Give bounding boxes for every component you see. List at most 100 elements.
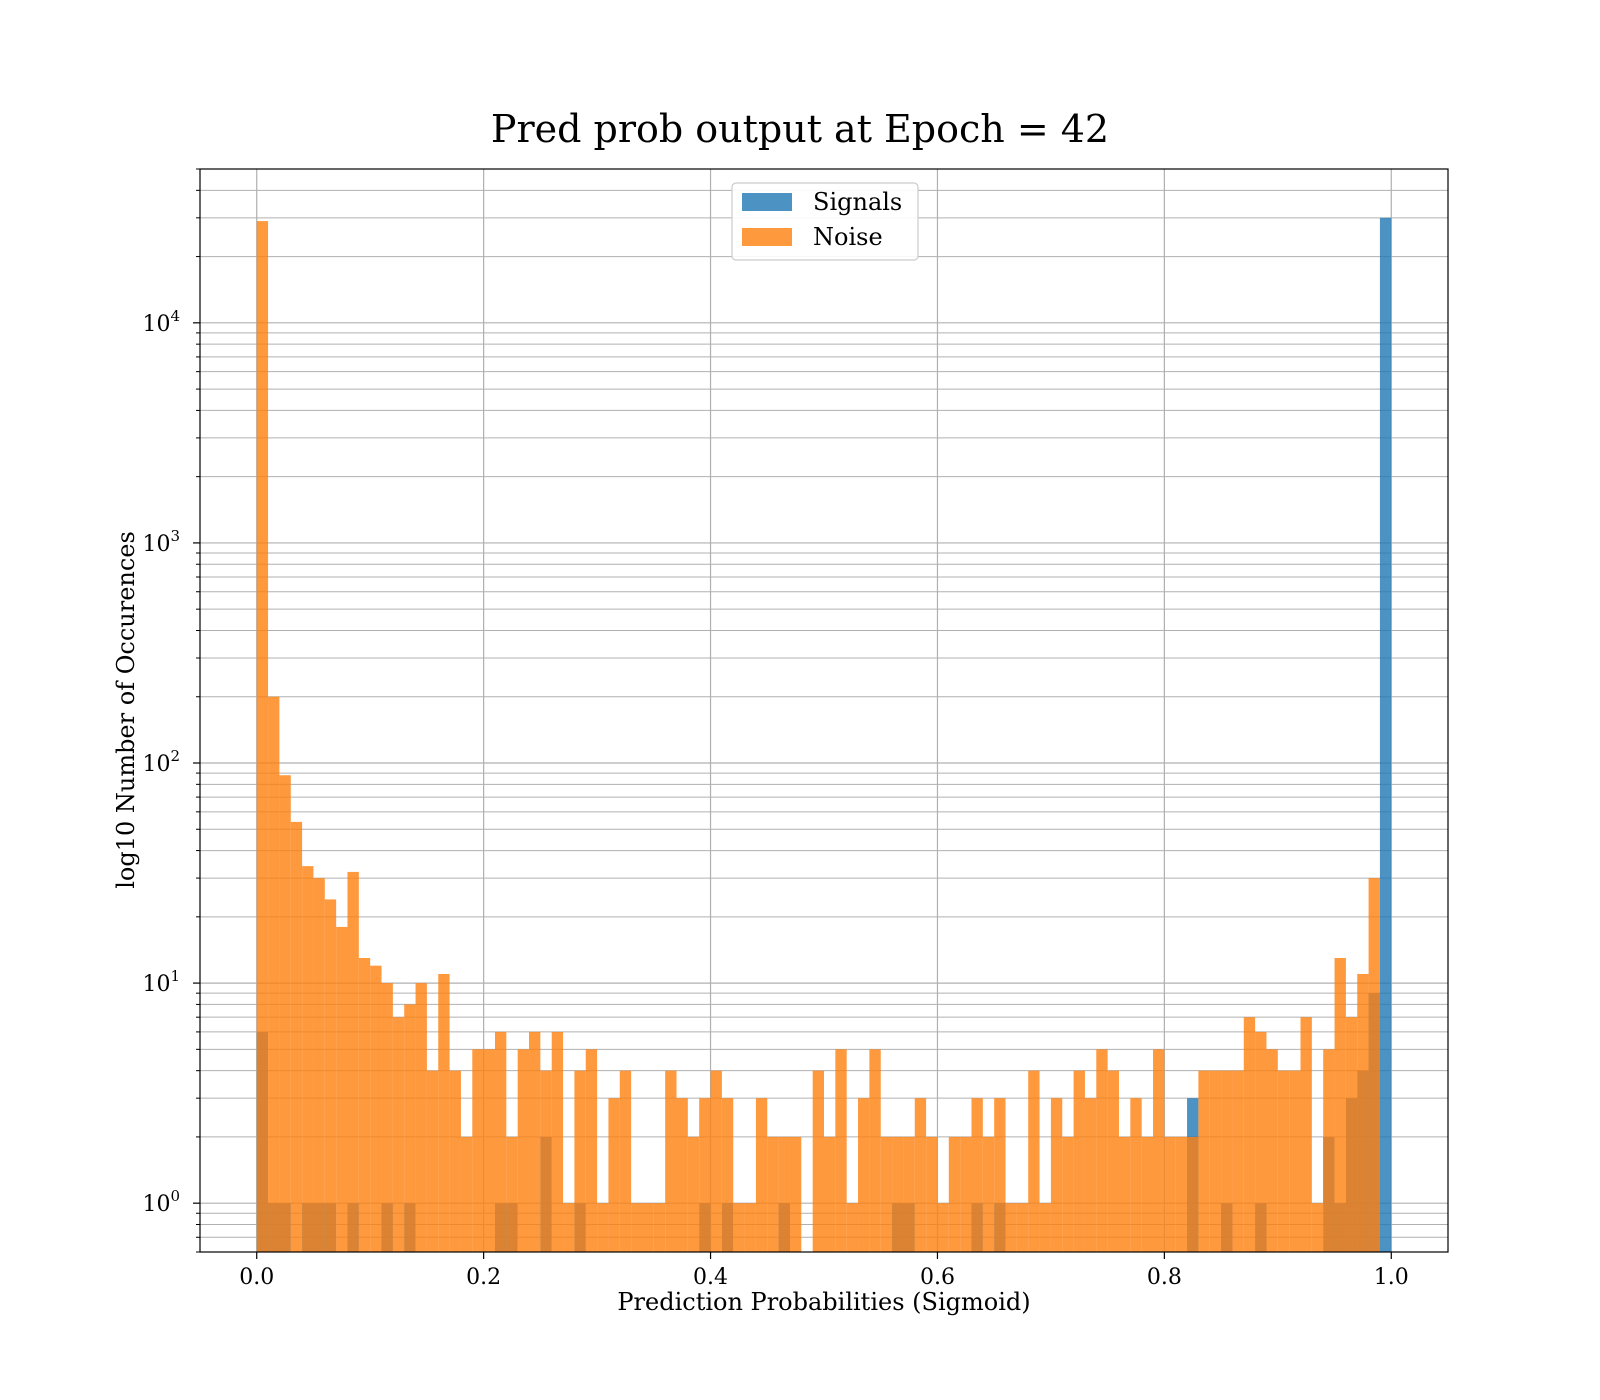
bar-noise-54: [869, 1049, 881, 1252]
bar-noise-87: [1243, 1017, 1256, 1252]
legend: Signals Noise: [731, 182, 919, 261]
x-axis-ticks: 0.0 0.2 0.4 0.6 0.8 1.0: [239, 1252, 1409, 1290]
plot-frame: [199, 168, 1449, 1253]
bar-noise-69: [1039, 1203, 1051, 1252]
bar-noise-40: [710, 1070, 722, 1252]
bar-noise-44: [755, 1098, 768, 1252]
bar-noise-93: [1311, 1203, 1324, 1252]
bar-noise-16: [438, 973, 450, 1252]
bar-noise-33: [631, 1203, 643, 1252]
x-tick-label-2: 0.4: [693, 1265, 728, 1290]
bar-noise-70: [1050, 1098, 1063, 1252]
bar-noise-71: [1062, 1136, 1074, 1252]
bar-noise-17: [449, 1070, 461, 1252]
bar-noise-21: [494, 1031, 507, 1252]
bar-noise-64: [982, 1136, 995, 1252]
bar-noise-30: [597, 1203, 609, 1252]
bar-noise-92: [1300, 1017, 1312, 1252]
bar-noise-38: [687, 1136, 700, 1252]
bar-noise-42: [733, 1203, 745, 1252]
bar-noise-81: [1175, 1136, 1188, 1252]
y-tick-label-3: 103: [142, 527, 180, 557]
bar-noise-24: [529, 1031, 541, 1252]
bar-noise-74: [1096, 1049, 1108, 1252]
bar-noise-52: [846, 1203, 859, 1252]
y-tick-label-1: 101: [142, 967, 180, 997]
x-tick-label-0: 0.0: [239, 1265, 274, 1290]
bar-noise-75: [1107, 1070, 1119, 1252]
bar-noise-88: [1255, 1031, 1267, 1252]
bar-noise-18: [460, 1136, 473, 1252]
bar-noise-58: [914, 1098, 927, 1252]
bar-noise-63: [971, 1098, 983, 1252]
bar-noise-72: [1073, 1070, 1085, 1252]
bar-noise-95: [1334, 958, 1346, 1252]
bar-noise-11: [381, 983, 393, 1252]
chart-title: Pred prob output at Epoch = 42: [491, 107, 1109, 151]
x-tick-label-5: 1.0: [1374, 1265, 1409, 1290]
bar-noise-37: [676, 1098, 688, 1252]
bar-noise-83: [1198, 1070, 1210, 1252]
bar-noise-35: [653, 1203, 666, 1252]
bar-noise-59: [926, 1136, 938, 1252]
x-tick-label-1: 0.2: [466, 1265, 501, 1290]
bar-noise-19: [472, 1049, 484, 1252]
bar-noise-79: [1153, 1049, 1165, 1252]
bar-noise-97: [1357, 973, 1369, 1252]
bar-noise-5: [313, 878, 325, 1252]
legend-label-noise: Noise: [813, 223, 883, 251]
x-tick-label-3: 0.6: [920, 1265, 955, 1290]
legend-swatch-noise: [742, 228, 792, 246]
bar-noise-80: [1164, 1136, 1176, 1252]
bar-noise-53: [858, 1098, 870, 1252]
bar-noise-46: [778, 1136, 790, 1252]
bar-noise-73: [1084, 1098, 1097, 1252]
bar-noise-91: [1289, 1070, 1301, 1252]
bar-noise-57: [903, 1136, 915, 1252]
bar-noise-39: [699, 1098, 711, 1252]
y-axis-label: log10 Number of Occurences: [112, 531, 140, 889]
bar-noise-31: [608, 1098, 620, 1252]
bar-noise-25: [540, 1070, 552, 1252]
bar-noise-77: [1130, 1098, 1142, 1252]
bar-noise-26: [551, 1031, 564, 1252]
bar-noise-13: [404, 1004, 416, 1252]
bar-noise-34: [642, 1203, 654, 1252]
y-tick-label-2: 102: [142, 747, 180, 777]
bar-noise-29: [585, 1049, 598, 1252]
bar-noise-10: [370, 965, 382, 1252]
bar-noise-60: [937, 1203, 949, 1252]
bar-noise-45: [767, 1136, 779, 1252]
bar-noise-62: [960, 1136, 972, 1252]
bar-noise-22: [506, 1136, 518, 1252]
bar-noise-12: [392, 1017, 405, 1252]
bar-noise-56: [892, 1136, 904, 1252]
bar-noise-1: [268, 696, 280, 1252]
bar-noise-23: [517, 1049, 530, 1252]
bar-noise-94: [1323, 1049, 1335, 1252]
bars: [256, 217, 1392, 1252]
bar-noise-68: [1028, 1070, 1040, 1252]
bar-noise-47: [789, 1136, 802, 1252]
y-axis-ticks: 100 101 102 103 104: [142, 168, 200, 1253]
x-tick-label-4: 0.8: [1147, 1265, 1182, 1290]
bar-noise-0: [256, 221, 269, 1252]
bar-noise-36: [665, 1070, 677, 1252]
bar-noise-65: [994, 1098, 1006, 1252]
bar-noise-86: [1232, 1070, 1244, 1252]
bar-noise-32: [619, 1070, 632, 1252]
bar-noise-76: [1118, 1136, 1131, 1252]
bar-noise-3: [290, 821, 303, 1252]
bar-noise-6: [324, 899, 337, 1252]
bar-noise-51: [835, 1049, 847, 1252]
y-tick-label-0: 100: [142, 1187, 180, 1217]
y-tick-label-4: 104: [142, 307, 180, 337]
bar-noise-66: [1005, 1203, 1017, 1252]
bar-noise-9: [358, 958, 371, 1252]
legend-label-signals: Signals: [813, 188, 902, 216]
bar-noise-84: [1209, 1070, 1222, 1252]
bar-noise-82: [1187, 1136, 1199, 1252]
bar-noise-27: [563, 1203, 575, 1252]
bar-noise-14: [415, 983, 427, 1252]
